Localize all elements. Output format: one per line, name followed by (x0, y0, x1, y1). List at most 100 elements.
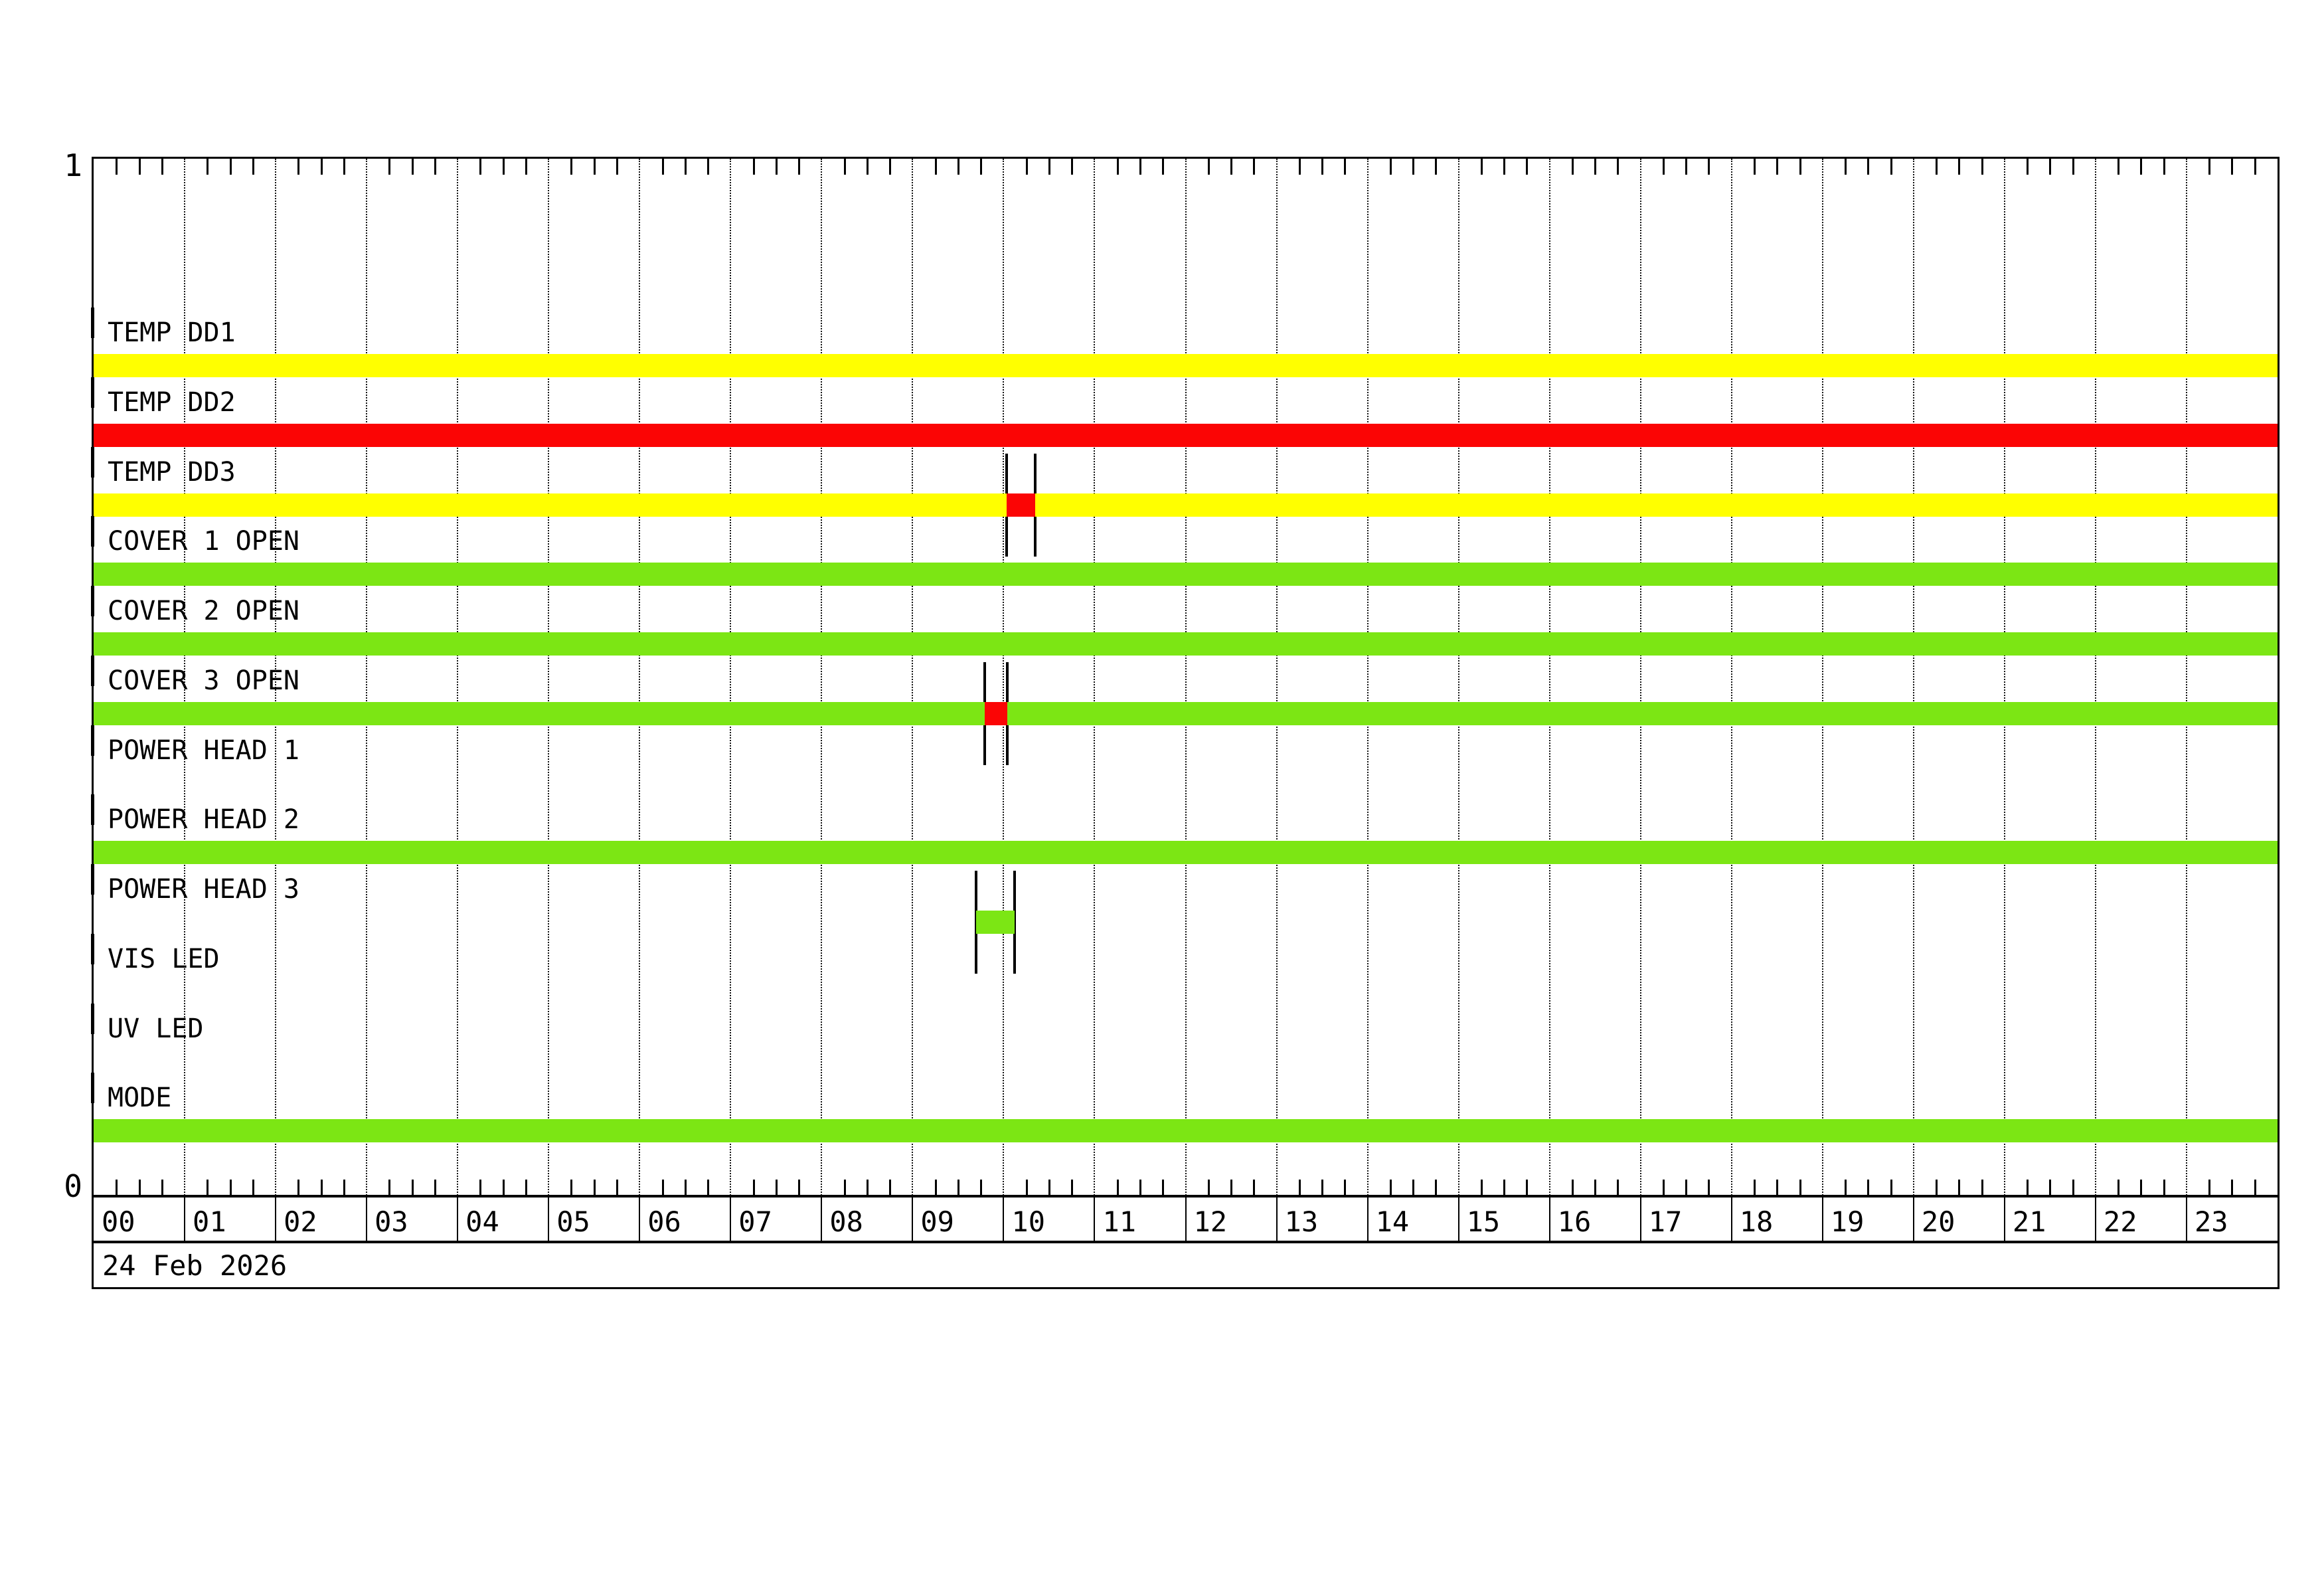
hour-cell-separator (821, 1197, 823, 1241)
hour-gridline (457, 159, 459, 1196)
minor-tick-bottom (1685, 1180, 1688, 1196)
hour-gridline (2185, 159, 2187, 1196)
hour-gridline (1094, 159, 1096, 1196)
status-bar-segment (94, 632, 2278, 656)
row-label: POWER HEAD 3 (108, 874, 299, 905)
hour-label: 11 (1102, 1205, 1137, 1238)
status-bar-segment (94, 493, 2278, 517)
minor-tick-bottom (1480, 1180, 1483, 1196)
minor-tick-top (1867, 159, 1870, 175)
hour-label: 18 (1739, 1205, 1774, 1238)
minor-tick-bottom (980, 1180, 983, 1196)
status-bar-segment (94, 701, 2278, 725)
minor-tick-bottom (297, 1180, 300, 1196)
minor-tick-top (1708, 159, 1710, 175)
hour-gridline (2003, 159, 2005, 1196)
hour-gridline (366, 159, 368, 1196)
minor-tick-bottom (616, 1180, 618, 1196)
hour-label: 16 (1557, 1205, 1592, 1238)
minor-tick-top (1048, 159, 1050, 175)
minor-tick-top (138, 159, 141, 175)
minor-tick-top (1071, 159, 1074, 175)
date-band: 24 Feb 2026 (92, 1241, 2280, 1289)
hour-gridline (730, 159, 732, 1196)
minor-tick-top (1480, 159, 1483, 175)
minor-tick-top (843, 159, 846, 175)
minor-tick-top (1230, 159, 1233, 175)
minor-tick-bottom (570, 1180, 573, 1196)
minor-tick-bottom (1230, 1180, 1233, 1196)
minor-tick-bottom (229, 1180, 232, 1196)
minor-tick-bottom (2254, 1180, 2256, 1196)
minor-tick-bottom (1981, 1180, 1983, 1196)
minor-tick-bottom (479, 1180, 482, 1196)
minor-tick-top (798, 159, 801, 175)
minor-tick-bottom (2208, 1180, 2211, 1196)
hour-cell-separator (1548, 1197, 1550, 1241)
minor-tick-top (252, 159, 254, 175)
minor-tick-top (388, 159, 391, 175)
hour-label: 12 (1193, 1205, 1228, 1238)
hour-label: 20 (1921, 1205, 1955, 1238)
minor-tick-top (707, 159, 710, 175)
minor-tick-top (866, 159, 869, 175)
minor-tick-top (1298, 159, 1301, 175)
hour-gridline (1912, 159, 1914, 1196)
hour-label: 09 (920, 1205, 954, 1238)
minor-tick-top (1435, 159, 1438, 175)
hour-cell-separator (912, 1197, 914, 1241)
minor-tick-bottom (1321, 1180, 1324, 1196)
hour-cell-separator (1003, 1197, 1005, 1241)
minor-tick-bottom (1048, 1180, 1050, 1196)
minor-tick-top (343, 159, 345, 175)
minor-tick-bottom (593, 1180, 596, 1196)
minor-tick-bottom (1958, 1180, 1961, 1196)
hour-gridline (639, 159, 641, 1196)
hour-label: 08 (829, 1205, 863, 1238)
hour-gridline (1276, 159, 1278, 1196)
minor-tick-bottom (1867, 1180, 1870, 1196)
hour-label: 05 (556, 1205, 590, 1238)
minor-tick-top (1139, 159, 1141, 175)
row-label: MODE (108, 1083, 172, 1114)
minor-tick-bottom (1594, 1180, 1597, 1196)
minor-tick-top (980, 159, 983, 175)
status-bar-segment (94, 423, 2278, 447)
hour-gridline (2094, 159, 2096, 1196)
hour-cell-separator (1185, 1197, 1187, 1241)
minor-tick-bottom (661, 1180, 664, 1196)
status-bar-segment (94, 563, 2278, 586)
minor-tick-bottom (866, 1180, 869, 1196)
row-label: TEMP DD1 (108, 317, 236, 348)
hour-gridline (1639, 159, 1641, 1196)
minor-tick-top (2140, 159, 2143, 175)
minor-tick-bottom (1412, 1180, 1415, 1196)
hour-cell-separator (2094, 1197, 2096, 1241)
minor-tick-bottom (1845, 1180, 1847, 1196)
minor-tick-bottom (411, 1180, 414, 1196)
minor-tick-top (1594, 159, 1597, 175)
hour-label: 00 (102, 1205, 135, 1238)
hour-label: 21 (2012, 1205, 2046, 1238)
minor-tick-bottom (934, 1180, 937, 1196)
minor-tick-top (297, 159, 300, 175)
minor-tick-top (1890, 159, 1892, 175)
minor-tick-bottom (2049, 1180, 2052, 1196)
minor-tick-top (479, 159, 482, 175)
minor-tick-bottom (957, 1180, 959, 1196)
hour-cell-separator (1912, 1197, 1914, 1241)
minor-tick-bottom (752, 1180, 755, 1196)
minor-tick-bottom (388, 1180, 391, 1196)
hour-gridline (1367, 159, 1369, 1196)
minor-tick-top (1412, 159, 1415, 175)
row-label: COVER 1 OPEN (108, 526, 299, 557)
minor-tick-top (616, 159, 618, 175)
minor-tick-bottom (1389, 1180, 1392, 1196)
minor-tick-top (1662, 159, 1665, 175)
hour-cell-separator (1276, 1197, 1278, 1241)
minor-tick-top (1526, 159, 1529, 175)
minor-tick-top (1116, 159, 1119, 175)
minor-tick-top (2027, 159, 2029, 175)
minor-tick-top (320, 159, 323, 175)
minor-tick-top (161, 159, 163, 175)
